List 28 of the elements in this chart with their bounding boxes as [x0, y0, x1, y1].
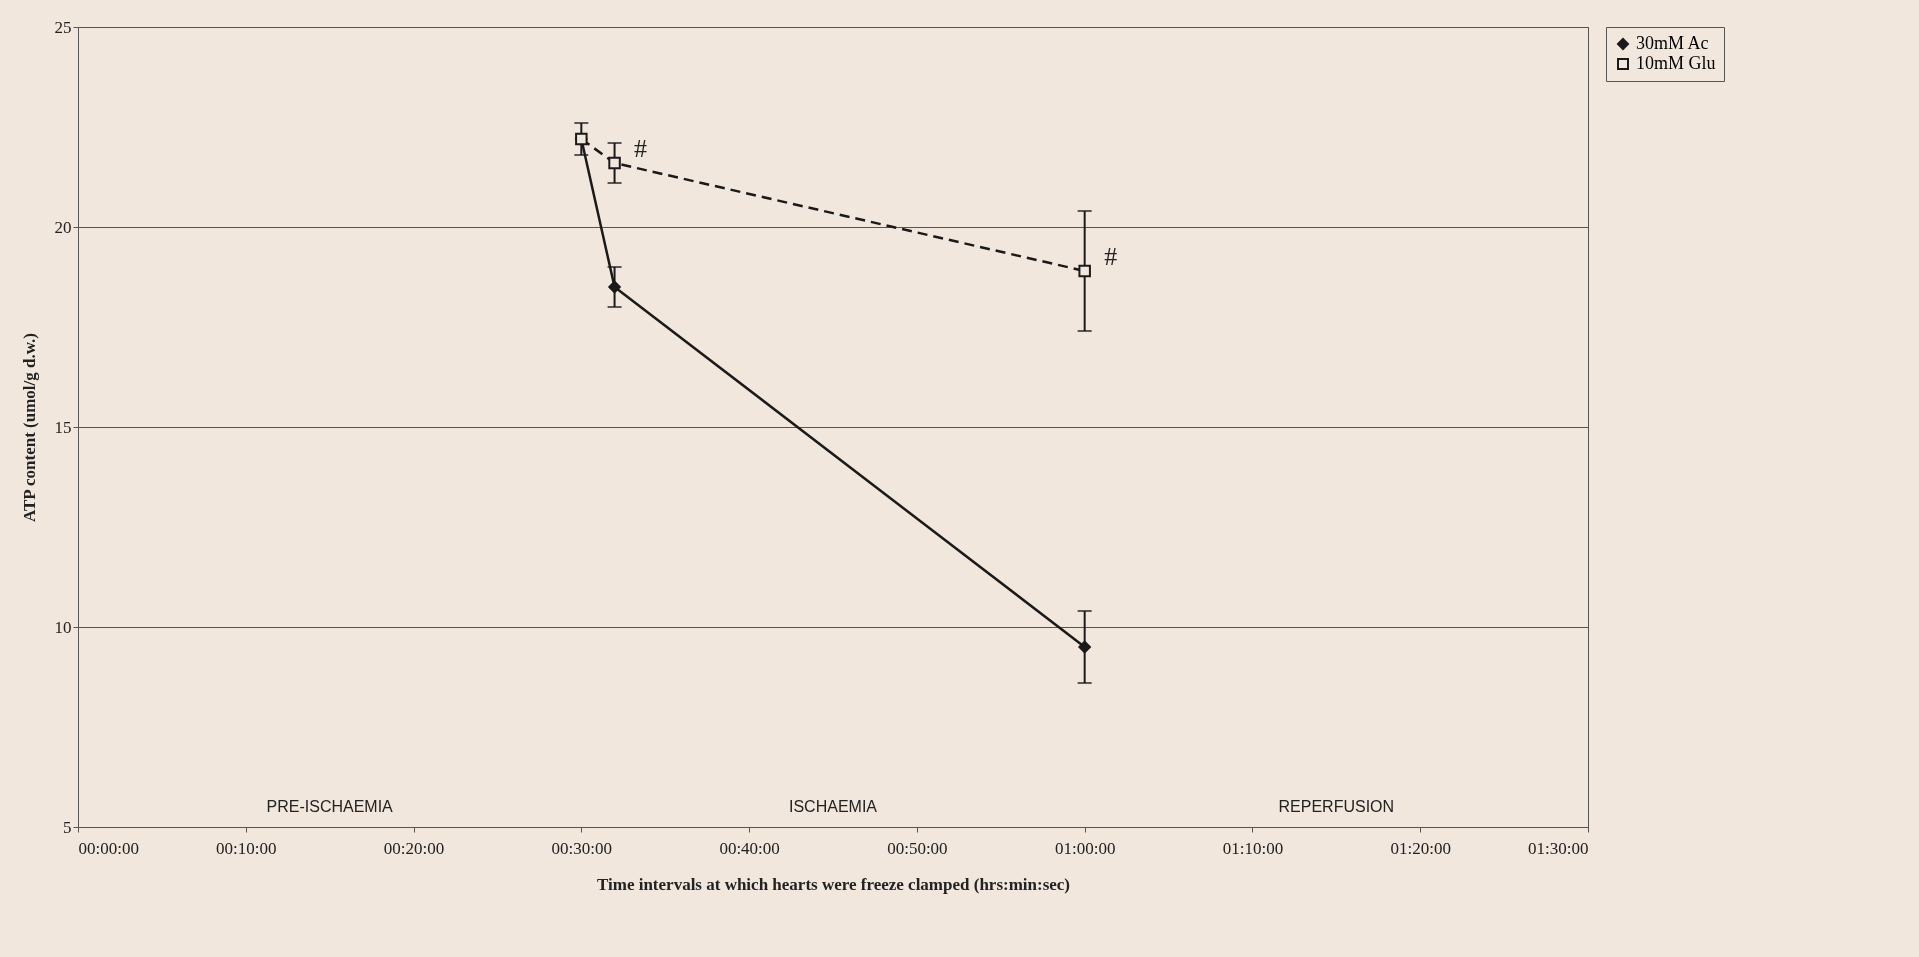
x-tick-label: 00:50:00: [887, 838, 948, 858]
x-tick-label: 00:30:00: [551, 838, 613, 858]
x-tick-label: 01:00:00: [1054, 838, 1116, 858]
x-tick-label: 01:30:00: [1528, 838, 1589, 858]
y-tick-label: 15: [54, 417, 72, 437]
x-tick-label: 01:20:00: [1390, 838, 1451, 858]
x-tick-label: 00:40:00: [719, 838, 780, 858]
y-tick-label: 25: [54, 17, 72, 37]
x-tick-label: 00:00:00: [78, 838, 139, 858]
x-axis-title: Time intervals at which hearts were freeze clamped (hrs:min:sec): [596, 874, 1071, 894]
point: [608, 156, 621, 170]
y-tick-label: 20: [54, 217, 72, 237]
legend-label: 10mM Glu: [1636, 53, 1716, 73]
x-tick-label: 00:20:00: [383, 838, 445, 858]
point: [608, 280, 621, 294]
x-tick-label: 00:10:00: [216, 838, 277, 858]
y-axis-title: ATP content (umol/g d.w.): [19, 332, 39, 523]
annotation: #: [1104, 242, 1118, 271]
annotation: #: [634, 134, 648, 163]
y-tick-label: 5: [63, 817, 72, 837]
annotation: REPERFUSION: [1278, 798, 1395, 815]
annotation: PRE-ISCHAEMIA: [266, 798, 394, 815]
y-tick-label: 10: [54, 617, 72, 637]
annotation: ISCHAEMIA: [788, 798, 878, 815]
point: [1078, 640, 1091, 654]
point: [1078, 264, 1091, 278]
x-tick-label: 01:10:00: [1222, 838, 1284, 858]
legend-label: 30mM Ac: [1636, 33, 1709, 53]
